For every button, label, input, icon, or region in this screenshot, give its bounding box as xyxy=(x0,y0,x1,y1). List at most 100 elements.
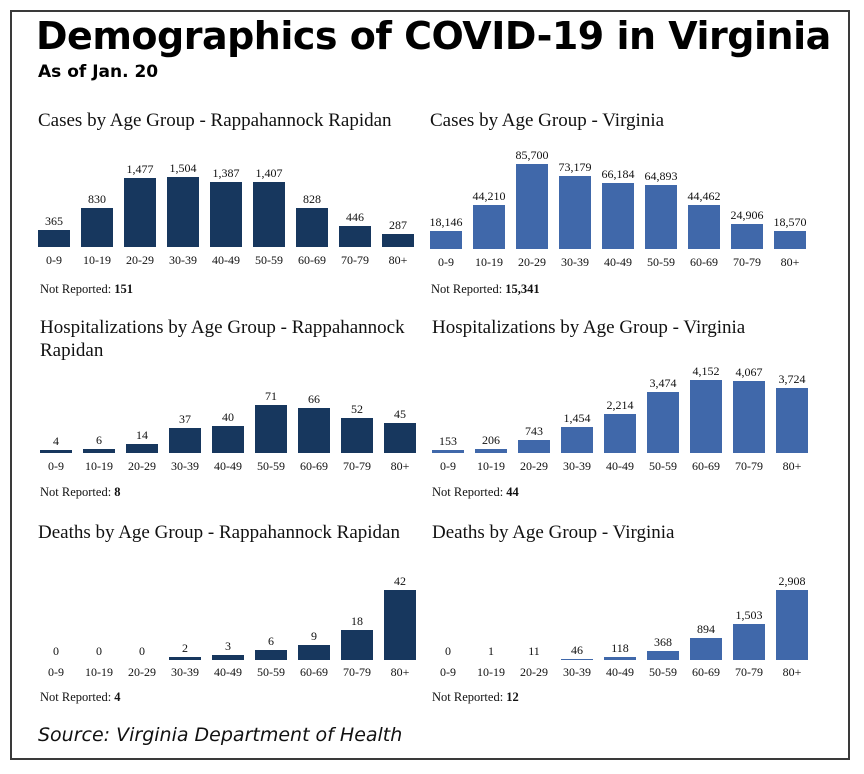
deaths-va-not-reported: Not Reported: 12 xyxy=(432,690,519,705)
deaths-va-category-label: 30-39 xyxy=(563,665,591,679)
cases-rr-chart: 365 0-9 830 10-19 1,477 20-29 1,504 30-39 1,387 4… xyxy=(38,161,414,267)
deaths-rr-not-reported: Not Reported: 4 xyxy=(40,690,121,705)
deaths-rr-bar-50-59 xyxy=(255,650,287,660)
cases-rr-category-label: 40-49 xyxy=(212,253,240,267)
deaths-va-value-label: 0 xyxy=(445,644,451,658)
deaths-va-category-label: 60-69 xyxy=(692,665,720,679)
cases-rr-bar-20-29 xyxy=(124,178,156,247)
not-reported-label: Not Reported: xyxy=(431,282,503,296)
cases-rr-bar-30-39 xyxy=(167,177,199,247)
cases-rr-bar-0-9 xyxy=(38,230,70,247)
deaths-rr-value-label: 18 xyxy=(351,614,363,628)
main-title: Demographics of COVID-19 in Virginia xyxy=(36,14,831,58)
deaths-rr-category-label: 70-79 xyxy=(343,665,371,679)
deaths-rr-bar-40-49 xyxy=(212,655,244,660)
hosp-va-bar-80+ xyxy=(776,388,808,453)
hosp-rr-bar-30-39 xyxy=(169,428,201,453)
cases-va-value-label: 24,906 xyxy=(731,208,764,222)
deaths-va-category-label: 0-9 xyxy=(440,665,456,679)
cases-va-category-label: 0-9 xyxy=(438,255,454,269)
cases-va-category-label: 50-59 xyxy=(647,255,675,269)
cases-va-not-reported: Not Reported: 15,341 xyxy=(431,282,540,297)
hosp-rr-category-label: 50-59 xyxy=(257,459,285,473)
cases-rr-value-label: 1,504 xyxy=(170,161,197,175)
hosp-va-bar-0-9 xyxy=(432,450,464,453)
not-reported-value: 12 xyxy=(506,690,519,704)
hosp-rr-bar-80+ xyxy=(384,423,416,453)
deaths-rr-value-label: 0 xyxy=(53,644,59,658)
cases-rr-value-label: 828 xyxy=(303,192,321,206)
hosp-va-value-label: 2,214 xyxy=(607,398,634,412)
hosp-rr-category-label: 0-9 xyxy=(48,459,64,473)
not-reported-value: 44 xyxy=(506,485,519,499)
not-reported-value: 15,341 xyxy=(505,282,540,296)
hosp-rr-chart: 4 0-9 6 10-19 14 20-29 37 30-39 40 40-49 71 50-59 66… xyxy=(40,389,416,473)
cases-va-value-label: 64,893 xyxy=(645,169,678,183)
cases-va-value-label: 18,570 xyxy=(774,215,807,229)
hosp-va-title: Hospitalizations by Age Group - Virginia xyxy=(432,317,746,338)
hosp-rr-bar-60-69 xyxy=(298,408,330,453)
hosp-va-bar-30-39 xyxy=(561,427,593,453)
hosp-rr-category-label: 60-69 xyxy=(300,459,328,473)
hosp-va-bar-60-69 xyxy=(690,380,722,453)
deaths-rr-value-label: 42 xyxy=(394,574,406,588)
not-reported-value: 8 xyxy=(114,485,121,499)
hosp-va-value-label: 4,152 xyxy=(693,364,720,378)
cases-rr-value-label: 830 xyxy=(88,192,106,206)
cases-rr-bar-40-49 xyxy=(210,182,242,247)
cases-va-title: Cases by Age Group - Virginia xyxy=(430,110,665,131)
hosp-va-category-label: 20-29 xyxy=(520,459,548,473)
not-reported-label: Not Reported: xyxy=(40,282,112,296)
deaths-va-bar-40-49 xyxy=(604,657,636,660)
deaths-rr-category-label: 20-29 xyxy=(128,665,156,679)
hosp-rr-bar-70-79 xyxy=(341,418,373,453)
deaths-va-bar-80+ xyxy=(776,590,808,660)
hosp-rr-category-label: 10-19 xyxy=(85,459,113,473)
hosp-rr-category-label: 70-79 xyxy=(343,459,371,473)
deaths-va-value-label: 11 xyxy=(528,644,540,658)
hosp-va-value-label: 206 xyxy=(482,433,500,447)
not-reported-label: Not Reported: xyxy=(432,690,504,704)
hosp-va-bar-50-59 xyxy=(647,392,679,453)
deaths-rr-value-label: 6 xyxy=(268,634,274,648)
deaths-rr-category-label: 30-39 xyxy=(171,665,199,679)
hosp-va-chart: 153 0-9 206 10-19 743 20-29 1,454 30-39 2,214 40-… xyxy=(432,364,808,473)
hosp-rr-value-label: 6 xyxy=(96,433,102,447)
deaths-va-category-label: 20-29 xyxy=(520,665,548,679)
cases-va-bar-0-9 xyxy=(430,231,462,249)
hosp-rr-value-label: 37 xyxy=(179,412,191,426)
cases-rr-value-label: 1,387 xyxy=(213,166,240,180)
deaths-rr-bar-70-79 xyxy=(341,630,373,660)
deaths-rr-category-label: 60-69 xyxy=(300,665,328,679)
deaths-rr-value-label: 0 xyxy=(139,644,145,658)
deaths-va-title: Deaths by Age Group - Virginia xyxy=(432,522,675,543)
cases-rr-bar-80+ xyxy=(382,234,414,247)
cases-rr-category-label: 0-9 xyxy=(46,253,62,267)
hosp-va-value-label: 4,067 xyxy=(736,365,763,379)
hosp-rr-bar-40-49 xyxy=(212,426,244,453)
hosp-va-category-label: 40-49 xyxy=(606,459,634,473)
hosp-rr-value-label: 71 xyxy=(265,389,277,403)
deaths-rr-bar-30-39 xyxy=(169,657,201,660)
hosp-rr-category-label: 20-29 xyxy=(128,459,156,473)
hosp-va-category-label: 50-59 xyxy=(649,459,677,473)
cases-va-bar-30-39 xyxy=(559,176,591,249)
hosp-va-bar-10-19 xyxy=(475,449,507,453)
cases-rr-bar-10-19 xyxy=(81,208,113,247)
cases-rr-value-label: 446 xyxy=(346,210,364,224)
deaths-va-value-label: 46 xyxy=(571,643,583,657)
hosp-rr-category-label: 80+ xyxy=(391,459,410,473)
cases-va-category-label: 70-79 xyxy=(733,255,761,269)
cases-rr-value-label: 1,407 xyxy=(256,166,283,180)
deaths-va-value-label: 2,908 xyxy=(779,574,806,588)
cases-va-category-label: 10-19 xyxy=(475,255,503,269)
deaths-rr-bar-60-69 xyxy=(298,645,330,660)
hosp-rr-not-reported: Not Reported: 8 xyxy=(40,485,121,500)
hosp-rr-bar-10-19 xyxy=(83,449,115,453)
hosp-va-value-label: 3,474 xyxy=(650,376,677,390)
deaths-va-bar-70-79 xyxy=(733,624,765,660)
deaths-rr-category-label: 80+ xyxy=(391,665,410,679)
hosp-va-category-label: 80+ xyxy=(783,459,802,473)
hosp-rr-bar-20-29 xyxy=(126,444,158,453)
cases-rr-value-label: 1,477 xyxy=(127,162,154,176)
